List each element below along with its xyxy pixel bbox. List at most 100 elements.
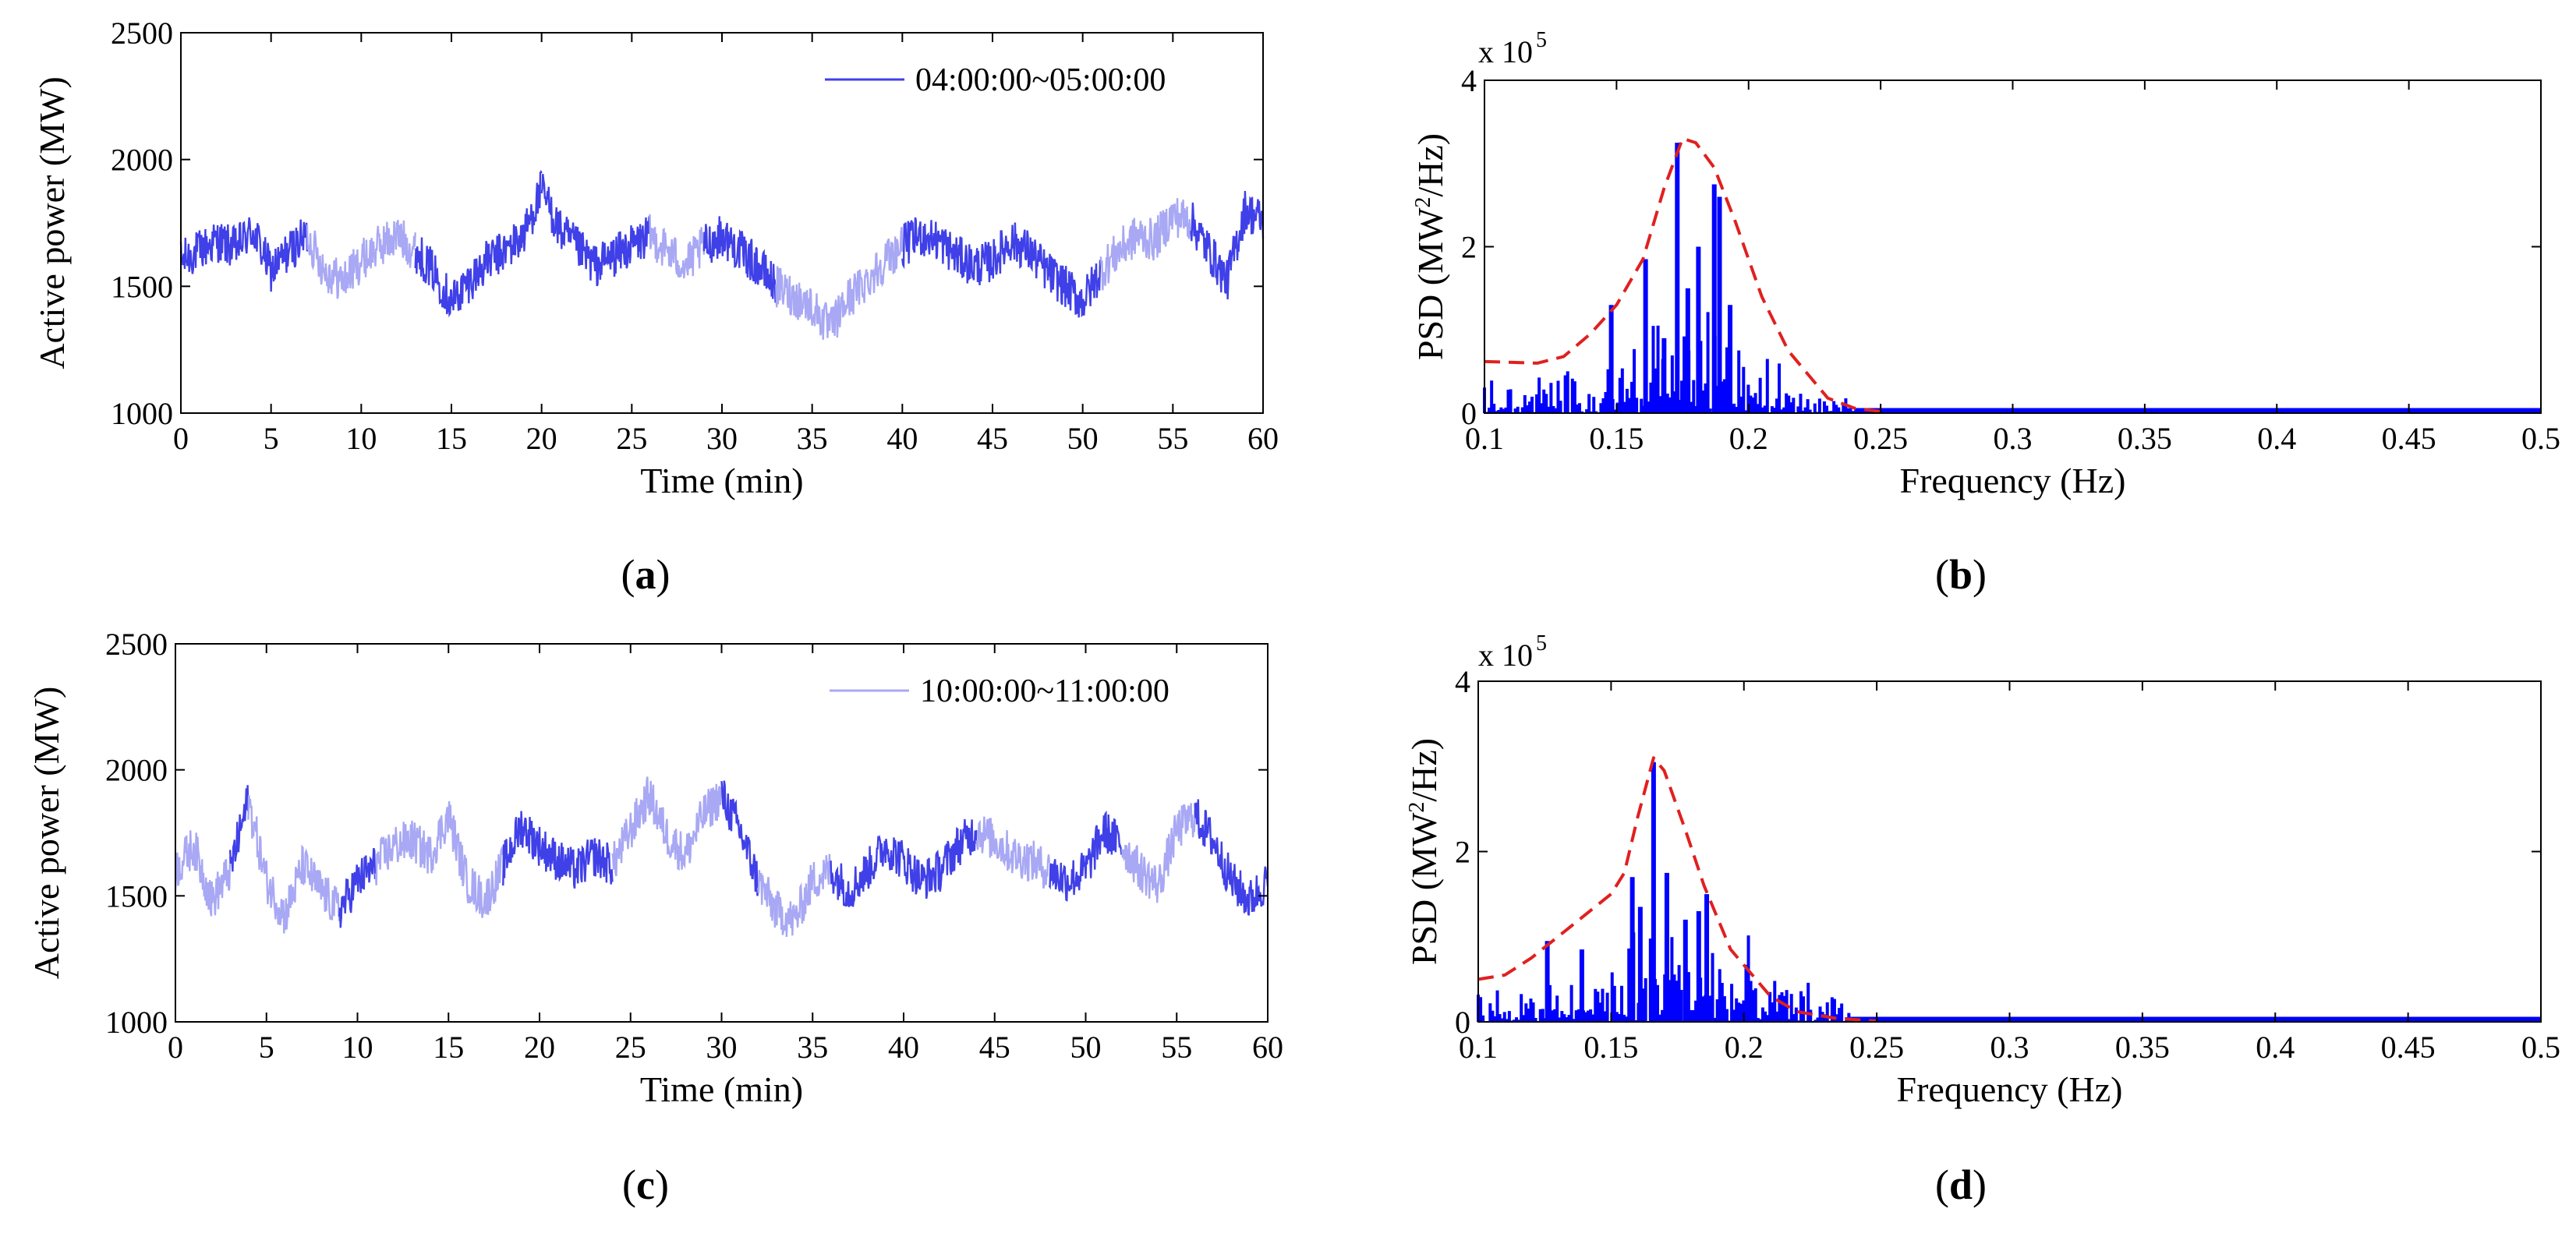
series-line-segment	[174, 830, 232, 917]
panel-caption: (c)	[622, 1161, 669, 1208]
x-tick-label: 60	[1252, 1030, 1283, 1065]
multiplier-exponent: 5	[1536, 631, 1547, 656]
x-tick-label: 60	[1247, 421, 1279, 456]
y-tick-label: 1500	[111, 269, 173, 304]
series-line-segment	[338, 847, 377, 928]
series-line-segment	[1121, 803, 1196, 903]
series-line-segment	[830, 818, 978, 907]
x-tick-label: 35	[797, 1030, 828, 1065]
y-label-superscript: 2	[1405, 802, 1429, 813]
series-line-segment	[1099, 198, 1192, 291]
y-tick-label: 2500	[111, 16, 173, 51]
y-tick-label: 0	[1455, 1005, 1470, 1040]
series-line-segment	[306, 220, 416, 299]
y-tick-label: 2500	[105, 627, 168, 662]
x-tick-label: 0.3	[1994, 421, 2033, 456]
y-tick-label: 1000	[105, 1005, 168, 1040]
chart-c: 0 5 10 15 20 25 30 35 40 45 50 55 60 1000 1500 2000 2500…	[27, 627, 1283, 1208]
x-tick-label: 45	[979, 1030, 1010, 1065]
x-tick-label: 0.35	[2115, 1030, 2170, 1065]
series-line-segment	[901, 217, 1102, 318]
x-tick-label: 0.4	[2257, 421, 2296, 456]
series-line-segment	[540, 174, 651, 287]
series-line-segment	[374, 800, 504, 918]
y-label-end: /Hz)	[1404, 738, 1444, 802]
caption-open-paren: (	[621, 551, 635, 598]
y-tick-label: 2000	[105, 753, 168, 788]
panel-caption: (b)	[1935, 551, 1987, 598]
series-line-segment	[247, 794, 341, 934]
x-tick-label: 55	[1161, 1030, 1192, 1065]
y-tick-label: 1000	[111, 396, 173, 431]
series-line-segment	[179, 217, 309, 292]
x-tick-label: 0.45	[2381, 1030, 2436, 1065]
y-tick-label: 4	[1461, 63, 1477, 98]
x-tick-label: 40	[888, 1030, 919, 1065]
caption-open-paren: (	[1935, 551, 1949, 598]
caption-close-paren: )	[1973, 1161, 1987, 1208]
x-tick-label: 0.1	[1459, 1030, 1498, 1065]
x-tick-label: 5	[264, 421, 279, 456]
chart-a: 0 5 10 15 20 25 30 35 40 45 50 55 60 1000 1500 2000 2500…	[32, 16, 1279, 598]
x-tick-label: 0.2	[1729, 421, 1768, 456]
x-tick-label: 30	[706, 421, 738, 456]
y-tick-label: 2	[1455, 835, 1470, 870]
y-tick-label: 4	[1455, 664, 1470, 699]
multiplier-exponent: 5	[1536, 28, 1547, 52]
caption-close-paren: )	[656, 551, 671, 598]
x-tick-label: 0.45	[2382, 421, 2436, 456]
x-tick-label: 0.35	[2118, 421, 2172, 456]
panel-caption: (a)	[621, 551, 671, 598]
x-tick-label: 35	[797, 421, 828, 456]
x-axis-label: Frequency (Hz)	[1900, 461, 2126, 500]
x-tick-label: 0.15	[1583, 1030, 1638, 1065]
legend-label: 04:00:00~05:00:00	[915, 62, 1166, 98]
series-line-segment	[720, 780, 759, 896]
multiplier-base: x 10	[1478, 34, 1533, 69]
x-tick-label: 45	[977, 421, 1008, 456]
x-tick-label: 25	[616, 421, 647, 456]
x-axis-label: Frequency (Hz)	[1897, 1069, 2123, 1109]
caption-letter: c	[636, 1161, 655, 1208]
axes-frame	[1477, 680, 2542, 1023]
caption-letter: d	[1949, 1161, 1973, 1208]
caption-open-paren: (	[1935, 1161, 1949, 1208]
y-tick-label: 2	[1461, 230, 1477, 265]
y-axis-label: Active power (MW)	[32, 76, 72, 369]
x-axis-label: Time (min)	[640, 461, 803, 500]
x-tick-label: 0.1	[1465, 421, 1504, 456]
x-tick-label: 25	[615, 1030, 646, 1065]
y-tick-label: 1500	[105, 878, 168, 914]
x-tick-label: 15	[433, 1030, 464, 1065]
x-tick-label: 55	[1157, 421, 1188, 456]
series-line-segment	[702, 216, 777, 303]
caption-letter: b	[1949, 551, 1973, 598]
series-line-segment	[649, 214, 706, 278]
x-tick-label: 0.5	[2521, 1030, 2560, 1065]
caption-open-paren: (	[622, 1161, 636, 1208]
y-label-main: PSD (MW	[1410, 207, 1450, 360]
chart-d: 0.1 0.15 0.2 0.25 0.3 0.35 0.4 0.45 0.5 0 2 4 Freque…	[1404, 631, 2560, 1208]
y-label-end: /Hz)	[1410, 133, 1450, 197]
y-tick-label: 2000	[111, 143, 173, 178]
series-line-segment	[228, 785, 249, 872]
x-tick-label: 5	[259, 1030, 274, 1065]
panel-caption: (d)	[1935, 1161, 1987, 1208]
x-tick-label: 40	[886, 421, 918, 456]
series-line-segment	[502, 811, 614, 889]
series-line-segment	[1190, 190, 1265, 300]
x-tick-label: 0.25	[1849, 1030, 1904, 1065]
series-line-segment	[414, 170, 543, 318]
x-tick-label: 30	[706, 1030, 738, 1065]
caption-letter: a	[635, 551, 656, 598]
caption-close-paren: )	[1973, 551, 1987, 598]
series-line-segment	[975, 816, 1050, 889]
series-line-segment	[611, 776, 723, 877]
y-axis-label: PSD (MW2/Hz)	[1410, 133, 1450, 360]
axis-multiplier: x 10 5	[1478, 631, 1547, 673]
x-tick-label: 0.4	[2256, 1030, 2295, 1065]
y-axis-label: PSD (MW2/Hz)	[1404, 738, 1444, 965]
x-tick-label: 20	[524, 1030, 555, 1065]
axes-frame	[1484, 80, 2542, 414]
